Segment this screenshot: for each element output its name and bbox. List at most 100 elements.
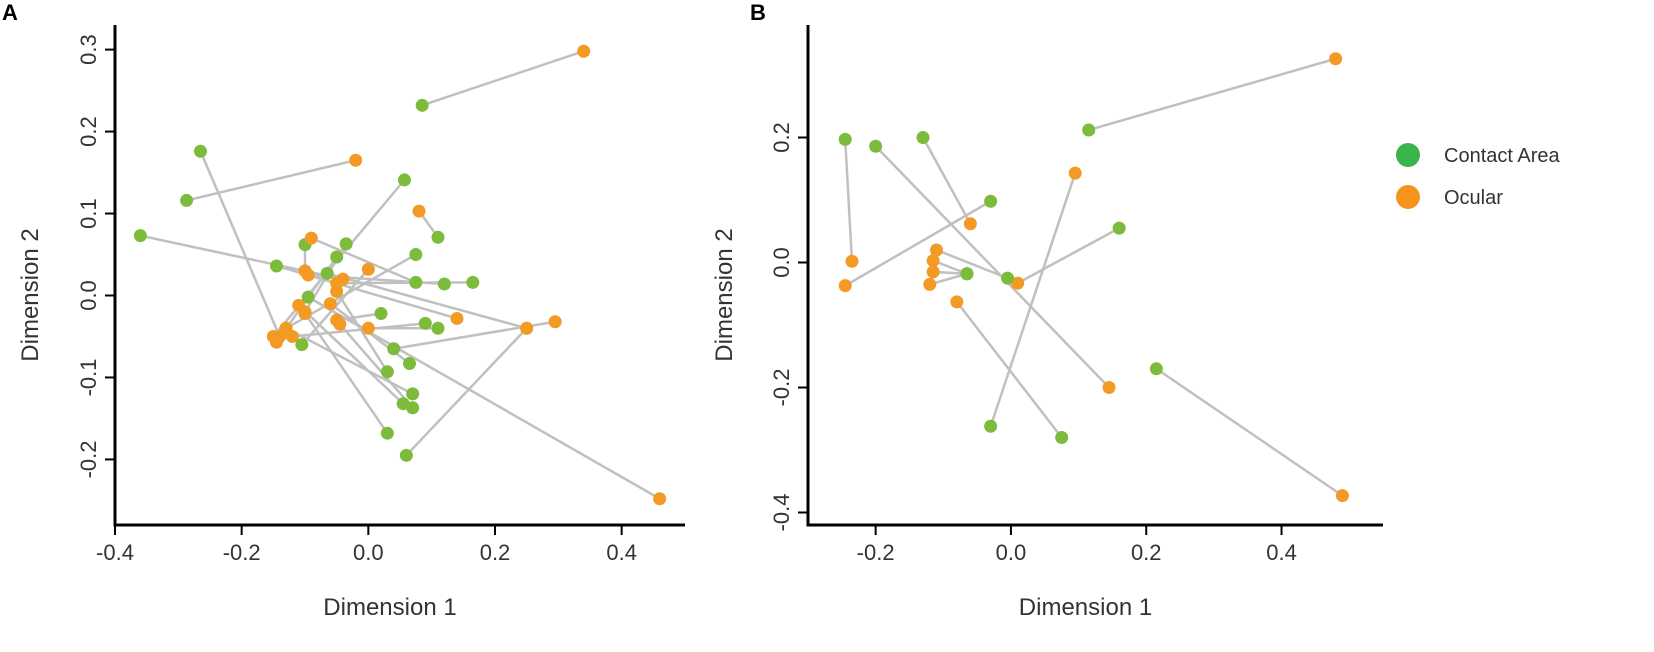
panel-label-b: B bbox=[750, 0, 766, 25]
ocular-point bbox=[361, 321, 375, 335]
y-axis-title: Dimension 2 bbox=[17, 228, 44, 361]
y-tick-label: -0.2 bbox=[76, 440, 101, 478]
contact-area-point bbox=[984, 419, 998, 433]
y-axis-title: Dimension 2 bbox=[711, 228, 738, 361]
legend-label: Contact Area bbox=[1444, 145, 1561, 167]
y-tick-label: 0.0 bbox=[769, 247, 794, 278]
ocular-point bbox=[950, 295, 964, 309]
contact-area-point bbox=[397, 173, 411, 187]
x-tick-label: 0.2 bbox=[480, 540, 511, 565]
pair-connector-line bbox=[186, 159, 356, 202]
pair-connector-line bbox=[285, 327, 414, 395]
legend-label: Ocular bbox=[1444, 187, 1503, 209]
x-axis-title: Dimension 1 bbox=[323, 594, 456, 621]
y-tick-label: 0.0 bbox=[76, 280, 101, 311]
contact-area-point bbox=[1001, 271, 1015, 285]
x-tick-label: 0.4 bbox=[606, 540, 637, 565]
contact-area-point bbox=[403, 357, 416, 371]
pair-connector-line bbox=[297, 304, 405, 405]
pair-connector-line bbox=[921, 136, 972, 225]
contact-area-point bbox=[387, 342, 401, 356]
contact-area-point bbox=[437, 277, 451, 291]
y-tick-label: -0.4 bbox=[769, 494, 794, 532]
contact-area-point bbox=[320, 266, 334, 280]
pair-connector-line bbox=[874, 145, 1110, 389]
contact-area-point bbox=[301, 290, 315, 304]
contact-area-point bbox=[374, 307, 388, 321]
ocular-point bbox=[577, 44, 591, 58]
pair-connector-line bbox=[335, 290, 389, 373]
contact-area-point bbox=[1082, 123, 1096, 137]
contact-area-point bbox=[984, 194, 998, 208]
x-tick-label: -0.2 bbox=[223, 540, 261, 565]
ocular-point bbox=[923, 277, 937, 291]
ocular-point bbox=[330, 284, 344, 298]
pair-connector-line bbox=[310, 236, 417, 284]
ocular-point bbox=[1102, 381, 1116, 394]
ocular-point bbox=[926, 254, 940, 268]
contact-area-point bbox=[916, 131, 930, 144]
pair-connector-line bbox=[292, 322, 426, 338]
ocular-point bbox=[279, 321, 293, 335]
ocular-point bbox=[1329, 52, 1343, 66]
ocular-point bbox=[333, 317, 347, 331]
contact-area-point bbox=[133, 229, 147, 243]
contact-area-point bbox=[431, 321, 445, 335]
ocular-point bbox=[1011, 276, 1025, 290]
pair-connector-line bbox=[989, 172, 1077, 427]
contact-area-point bbox=[270, 259, 283, 273]
ocular-point bbox=[845, 254, 859, 268]
contact-area-point bbox=[1112, 221, 1126, 235]
pair-connector-line bbox=[405, 327, 528, 457]
pair-connector-line bbox=[1017, 227, 1120, 285]
contact-area-point bbox=[415, 98, 429, 112]
ocular-point bbox=[548, 315, 562, 329]
y-tick-label: 0.3 bbox=[76, 34, 101, 65]
x-tick-label: -0.4 bbox=[96, 540, 134, 565]
contact-area-point bbox=[466, 275, 480, 289]
contact-area-point bbox=[960, 267, 974, 281]
contact-area-point bbox=[409, 248, 423, 262]
ocular-point bbox=[930, 243, 944, 257]
ocular-point bbox=[450, 311, 464, 325]
pair-connector-line bbox=[1088, 57, 1336, 132]
pair-connector-line bbox=[199, 150, 281, 337]
ocular-point bbox=[298, 307, 312, 321]
x-axis-title: Dimension 1 bbox=[1019, 594, 1152, 621]
pair-connector-line bbox=[307, 296, 661, 500]
legend: Contact Area Ocular bbox=[1396, 143, 1561, 209]
pair-connector-line bbox=[955, 301, 1063, 439]
contact-area-point bbox=[380, 426, 394, 440]
contact-area-point bbox=[399, 448, 413, 462]
pair-connector-line bbox=[936, 248, 1009, 280]
pair-connector-line bbox=[421, 50, 585, 107]
ocular-point bbox=[963, 217, 977, 231]
ocular-point bbox=[349, 153, 363, 167]
ocular-point bbox=[1068, 166, 1082, 180]
pair-connector-line bbox=[843, 139, 854, 262]
y-tick-label: 0.1 bbox=[76, 198, 101, 229]
chart-a: -0.4 -0.2 0.0 0.2 0.4 -0.2 -0.1 0.0 0.1 0.2 0.3 Dim… bbox=[17, 25, 685, 621]
x-tick-label: 0.2 bbox=[1131, 540, 1162, 565]
legend-marker bbox=[1396, 185, 1420, 209]
contact-area-point bbox=[180, 193, 194, 207]
contact-area-point bbox=[1055, 431, 1069, 444]
ocular-point bbox=[412, 204, 426, 218]
ocular-point bbox=[1335, 489, 1349, 503]
pair-connector-line bbox=[326, 272, 527, 330]
contact-area-point bbox=[406, 387, 420, 401]
contact-area-point bbox=[1149, 362, 1163, 376]
contact-area-point bbox=[380, 365, 394, 379]
y-tick-label: -0.2 bbox=[769, 369, 794, 407]
x-tick-label: -0.2 bbox=[857, 540, 895, 565]
legend-marker bbox=[1396, 143, 1420, 167]
x-tick-label: 0.0 bbox=[996, 540, 1027, 565]
panel-label-a: A bbox=[2, 0, 18, 25]
contact-area-point bbox=[330, 250, 344, 264]
ocular-point bbox=[653, 492, 667, 506]
contact-area-point bbox=[869, 139, 883, 153]
contact-area-point bbox=[339, 237, 353, 251]
chart-b: -0.2 0.0 0.2 0.4 -0.4 -0.2 0.0 0.2 Dimension 1 Di… bbox=[711, 25, 1383, 621]
ocular-point bbox=[301, 268, 315, 282]
